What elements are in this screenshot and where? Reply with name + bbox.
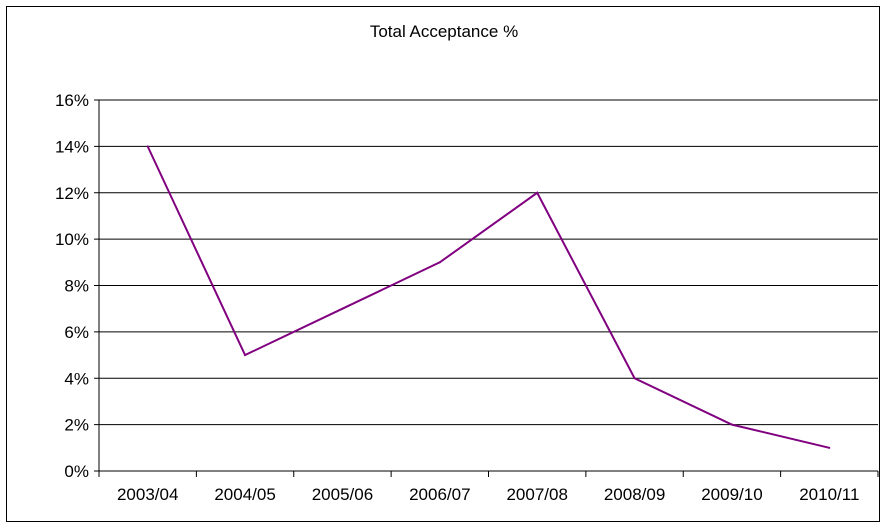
data-point xyxy=(536,191,539,194)
chart-frame xyxy=(6,6,880,522)
x-tick-label: 2006/07 xyxy=(409,485,470,504)
y-tick-label: 10% xyxy=(55,230,89,249)
data-point xyxy=(828,446,831,449)
y-tick-label: 14% xyxy=(55,137,89,156)
y-tick-labels: 0% 2% 4% 6% 8% 10% 12% 14% 16% xyxy=(55,91,89,481)
data-point xyxy=(146,145,149,148)
y-tick-label: 12% xyxy=(55,184,89,203)
series-line xyxy=(146,145,830,449)
data-point xyxy=(730,423,733,426)
data-point xyxy=(341,307,344,310)
x-tick-label: 2010/11 xyxy=(799,485,859,504)
gridlines xyxy=(99,99,878,426)
y-tick-label: 4% xyxy=(64,369,89,388)
data-point xyxy=(244,354,247,357)
x-tick-labels: 2003/04 2004/05 2005/06 2006/07 2007/08 2008/… xyxy=(117,485,859,504)
axes xyxy=(94,99,879,477)
x-tick-label: 2008/09 xyxy=(604,485,665,504)
x-tick-label: 2003/04 xyxy=(117,485,178,504)
chart-title: Total Acceptance % xyxy=(369,22,519,41)
x-tick-label: 2004/05 xyxy=(214,485,275,504)
x-tick-label: 2007/08 xyxy=(506,485,567,504)
y-tick-label: 8% xyxy=(64,277,89,296)
x-tick-label: 2009/10 xyxy=(701,485,762,504)
y-tick-label: 16% xyxy=(55,91,89,110)
y-tick-label: 2% xyxy=(64,416,89,435)
x-tick-label: 2005/06 xyxy=(312,485,373,504)
y-tick-label: 0% xyxy=(64,462,89,481)
y-tick-label: 6% xyxy=(64,323,89,342)
data-point xyxy=(438,261,441,264)
series xyxy=(146,145,831,449)
data-point xyxy=(633,377,636,380)
